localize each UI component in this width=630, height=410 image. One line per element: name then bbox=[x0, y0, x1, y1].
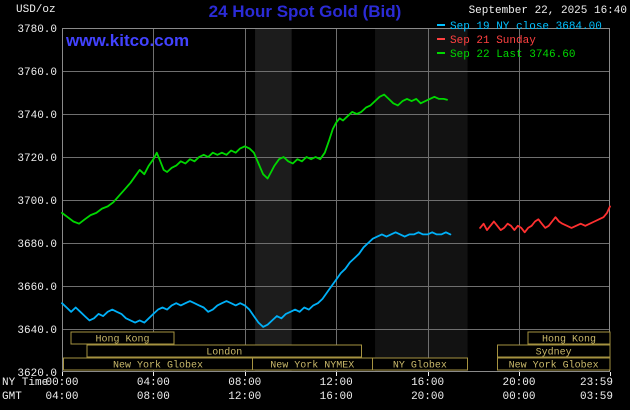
legend-dash-icon bbox=[437, 24, 445, 26]
plot-border bbox=[62, 28, 610, 372]
session-label: New York Globex bbox=[113, 360, 203, 372]
x-tick-label: 04:00 bbox=[45, 391, 78, 403]
session-box bbox=[527, 331, 611, 345]
y-tick-label: 3720.0 bbox=[17, 153, 57, 165]
session-label: New York Globex bbox=[509, 360, 599, 372]
x-tick-label: 16:00 bbox=[411, 377, 444, 389]
legend-label: Sep 22 Last 3746.60 bbox=[450, 49, 576, 61]
x-tick-label: 08:00 bbox=[228, 377, 261, 389]
y-tick-label: 3680.0 bbox=[17, 239, 57, 251]
legend-dash-icon bbox=[437, 52, 445, 54]
timestamp: September 22, 2025 16:40 bbox=[468, 5, 627, 17]
x-axis-row-name: GMT bbox=[2, 391, 22, 403]
chart-title: 24 Hour Spot Gold (Bid) bbox=[208, 2, 402, 21]
x-tick-label: 16:00 bbox=[320, 391, 353, 403]
session-label: Sydney bbox=[536, 347, 572, 359]
session-box bbox=[371, 357, 469, 371]
x-tick-label: 04:00 bbox=[137, 377, 170, 389]
series-line-sep21 bbox=[479, 205, 611, 234]
y-tick-label: 3740.0 bbox=[17, 110, 57, 122]
y-tick-label: 3760.0 bbox=[17, 67, 57, 79]
session-box bbox=[70, 331, 175, 345]
legend-label: Sep 21 Sunday bbox=[450, 35, 536, 47]
unit-label: USD/oz bbox=[16, 4, 56, 16]
x-tick-label: 00:00 bbox=[502, 391, 535, 403]
session-box bbox=[496, 344, 611, 358]
x-tick-label: 20:00 bbox=[502, 377, 535, 389]
y-tick-label: 3620.0 bbox=[17, 368, 57, 380]
x-axis-row-name: NY Time bbox=[2, 377, 48, 389]
x-tick-label: 08:00 bbox=[137, 391, 170, 403]
y-tick-label: 3700.0 bbox=[17, 196, 57, 208]
x-tick-label: 03:59 bbox=[580, 391, 613, 403]
x-tick-label: 23:59 bbox=[580, 377, 613, 389]
session-label: Hong Kong bbox=[542, 335, 596, 346]
x-tick-label: 20:00 bbox=[411, 391, 444, 403]
y-tick-label: 3640.0 bbox=[17, 325, 57, 337]
session-label: Hong Kong bbox=[96, 335, 150, 346]
y-tick-label: 3660.0 bbox=[17, 282, 57, 294]
legend-label: Sep 19 NY close 3684.00 bbox=[450, 21, 602, 33]
x-tick-label: 00:00 bbox=[45, 377, 78, 389]
legend: Sep 19 NY close 3684.00 Sep 21 Sunday Sep … bbox=[437, 20, 602, 62]
session-box bbox=[86, 344, 362, 358]
series-line-sep22 bbox=[61, 93, 448, 225]
series-line-sep19 bbox=[61, 231, 452, 328]
legend-item: Sep 22 Last 3746.60 bbox=[437, 48, 602, 62]
session-label: New York NYMEX bbox=[270, 360, 354, 372]
x-tick-label: 12:00 bbox=[320, 377, 353, 389]
kitco-link[interactable]: www.kitco.com bbox=[66, 31, 190, 50]
session-label: NY Globex bbox=[393, 360, 447, 372]
legend-dash-icon bbox=[437, 38, 445, 40]
legend-item: Sep 19 NY close 3684.00 bbox=[437, 20, 602, 34]
x-tick-label: 12:00 bbox=[228, 391, 261, 403]
legend-item: Sep 21 Sunday bbox=[437, 34, 602, 48]
session-box bbox=[496, 357, 611, 371]
y-tick-label: 3780.0 bbox=[17, 24, 57, 36]
session-label: London bbox=[206, 347, 242, 359]
